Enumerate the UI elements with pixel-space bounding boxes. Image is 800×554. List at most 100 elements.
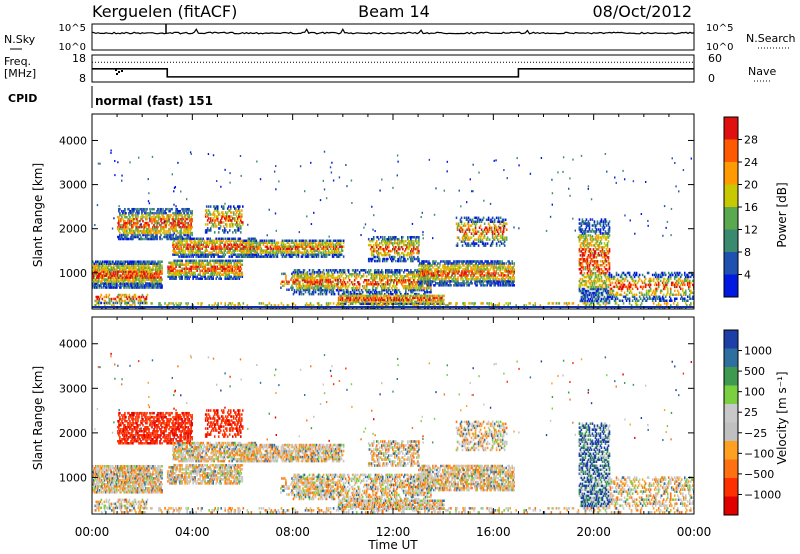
power-cell — [133, 270, 135, 273]
power-cell — [122, 284, 124, 287]
power-cell — [142, 295, 145, 299]
power-cell — [117, 272, 119, 275]
power-cell — [116, 264, 118, 267]
power-cell — [97, 264, 99, 267]
power-cell — [122, 213, 124, 217]
power-cell — [153, 264, 155, 267]
power-cell — [168, 227, 170, 231]
power-cell — [295, 290, 298, 294]
power-cell — [143, 297, 146, 301]
power-cell — [181, 213, 183, 217]
power-cell — [214, 265, 217, 269]
power-cell — [100, 282, 102, 285]
power-cell — [92, 274, 94, 277]
power-cell — [103, 301, 106, 305]
power-cell — [152, 280, 154, 283]
power-cell — [114, 284, 116, 287]
power-cell — [154, 237, 156, 241]
power-cell — [120, 213, 122, 217]
power-cell — [123, 264, 125, 267]
freq-left-label-1: Freq. — [4, 55, 31, 68]
power-cell — [135, 284, 137, 287]
power-cell — [92, 276, 94, 279]
power-cell — [100, 262, 102, 265]
power-cell — [160, 270, 162, 273]
power-cell — [402, 247, 404, 251]
power-cell — [129, 223, 131, 227]
power-cell — [252, 255, 255, 258]
power-cell — [164, 221, 166, 225]
power-cell — [404, 253, 406, 257]
power-cell — [140, 264, 142, 267]
power-cell — [156, 272, 158, 275]
power-cell — [156, 221, 158, 225]
power-cell — [118, 284, 120, 287]
power-cell — [120, 264, 122, 267]
power-cell — [135, 270, 137, 273]
power-cell — [191, 217, 193, 221]
power-cell — [96, 264, 98, 267]
power-cell — [160, 280, 162, 283]
power-cell — [298, 280, 301, 284]
power-cell — [320, 251, 323, 254]
power-cell — [148, 282, 150, 285]
power-cell — [114, 301, 117, 305]
power-cell — [231, 265, 234, 269]
power-cell — [116, 260, 118, 263]
power-cell — [124, 260, 126, 263]
power-cell — [141, 237, 143, 241]
power-cell — [376, 294, 379, 298]
power-cell — [141, 293, 144, 297]
power-cell — [119, 286, 121, 289]
power-cell — [93, 262, 95, 265]
power-cell — [147, 260, 149, 263]
power-cell — [204, 223, 207, 226]
power-cell — [109, 286, 111, 289]
power-cell — [104, 270, 106, 273]
power-cell — [152, 207, 154, 211]
power-cell — [108, 293, 111, 297]
power-cell — [120, 219, 122, 223]
power-cell — [121, 233, 123, 237]
power-cell — [148, 260, 150, 263]
power-cell — [150, 278, 152, 281]
power-cell — [116, 272, 118, 275]
power-cell — [159, 264, 161, 267]
power-cell — [239, 231, 242, 234]
power-cell — [134, 207, 136, 211]
power-cell — [155, 262, 157, 265]
power-cell — [151, 262, 153, 265]
power-cell — [96, 286, 98, 289]
power-cell — [113, 274, 115, 277]
power-cell — [120, 262, 122, 265]
power-cell — [101, 278, 103, 281]
power-cell — [147, 227, 149, 231]
power-cell — [152, 229, 154, 233]
power-cell — [402, 235, 404, 239]
power-cell — [141, 213, 143, 217]
power-cell — [155, 280, 157, 283]
power-cell — [119, 293, 122, 297]
power-cell — [132, 284, 134, 287]
power-cell — [136, 282, 138, 285]
power-cell — [134, 260, 136, 263]
power-cell — [131, 207, 133, 211]
power-cell — [144, 299, 147, 303]
power-cell — [140, 262, 142, 265]
power-cell — [154, 219, 156, 223]
power-cell — [125, 211, 127, 215]
power-cell — [135, 217, 137, 221]
power-cell — [139, 274, 141, 277]
power-cell — [124, 211, 126, 215]
power-cell — [147, 211, 149, 215]
power-cell — [151, 237, 153, 241]
power-cell — [381, 235, 384, 239]
power-cell — [157, 282, 159, 285]
power-cell — [147, 276, 149, 279]
power-cell — [226, 231, 229, 234]
power-cell — [126, 276, 128, 279]
power-cell — [97, 270, 99, 273]
power-cell — [119, 237, 121, 241]
power-cell — [160, 284, 162, 287]
power-cell — [131, 260, 133, 263]
